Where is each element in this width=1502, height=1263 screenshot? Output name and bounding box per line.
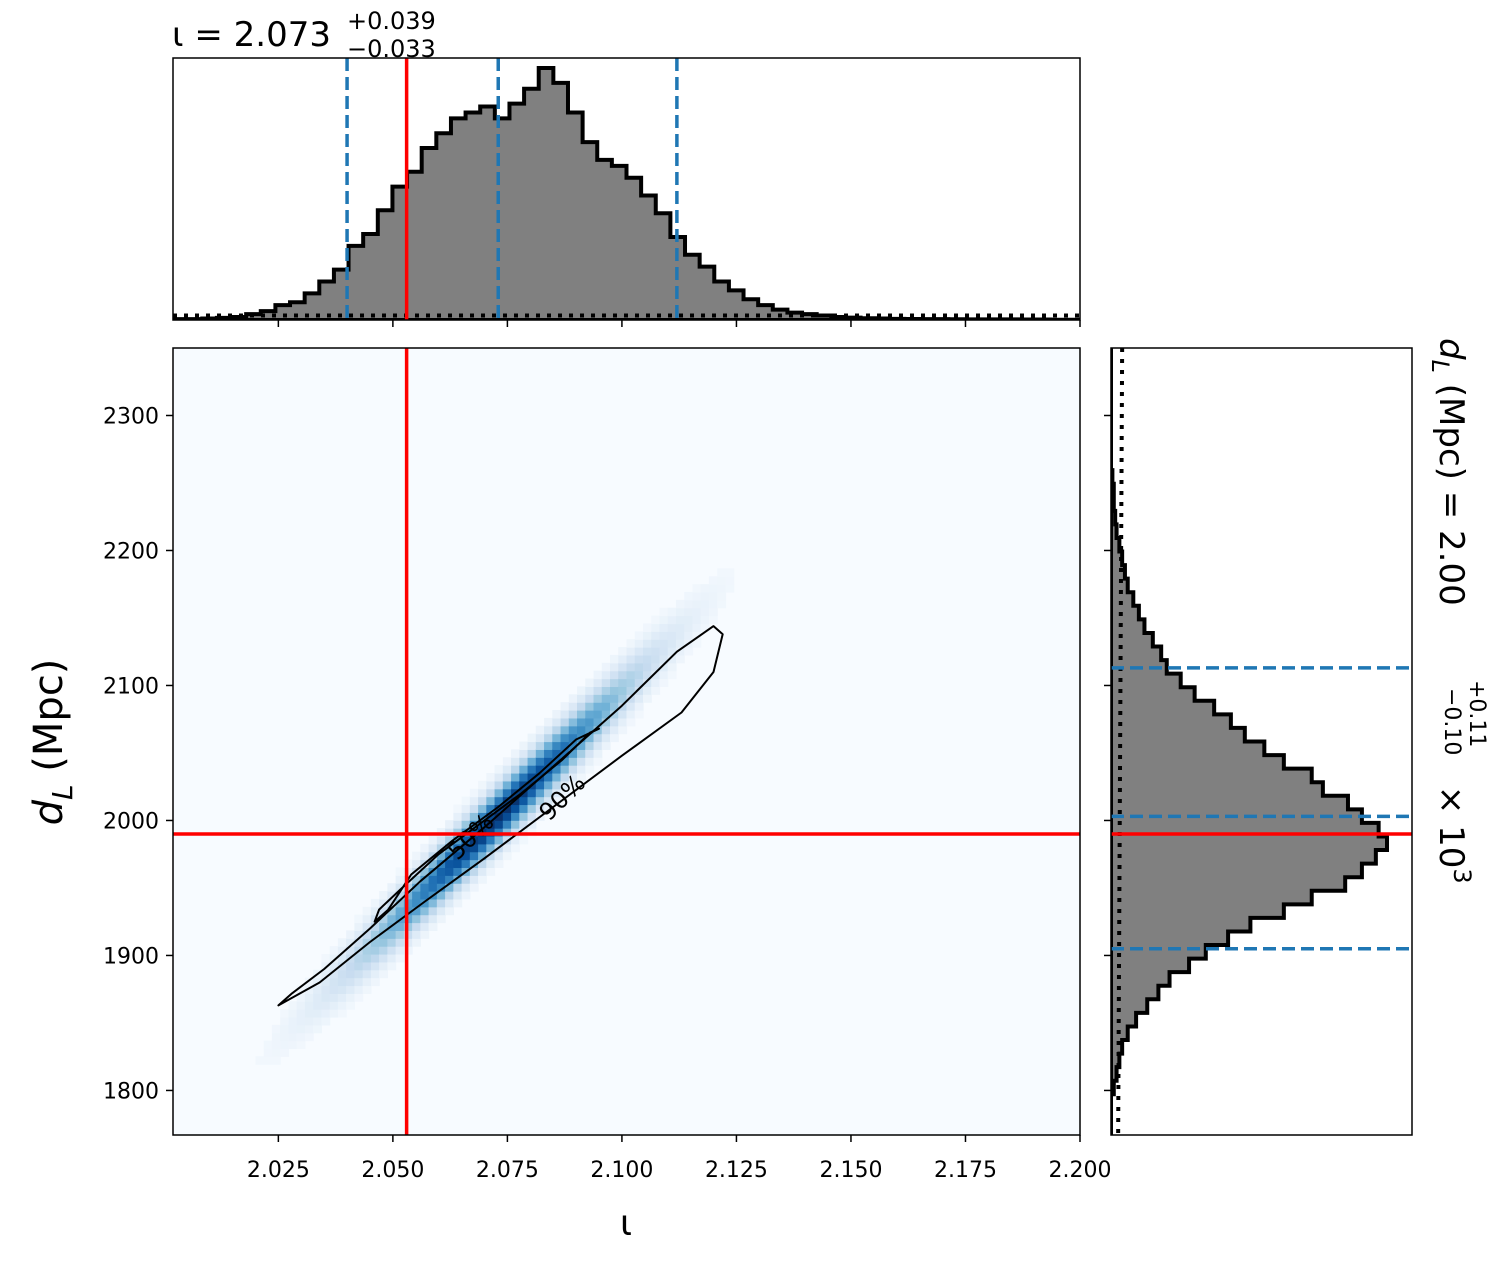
x-tick-label-4: 2.125 [705, 1158, 768, 1183]
iota-dL-joint-panel: 50%90% 2.025 2.050 2.075 2.100 2.125 2.150 2.1… [26, 347, 1112, 1244]
iota-histogram-bars [173, 66, 1080, 320]
joint-frame [172, 347, 1081, 1136]
x-tick-label-0: 2.025 [247, 1158, 310, 1183]
x-tick-label-7: 2.200 [1049, 1158, 1112, 1183]
y-tick-label-5: 2300 [103, 404, 159, 429]
joint-x-axis-label: ι [620, 1203, 632, 1244]
dL-title-upper: +0.11 [1464, 680, 1489, 747]
y-tick-label-4: 2200 [103, 539, 159, 564]
x-tick-label-1: 2.050 [361, 1158, 424, 1183]
dL-title-multiplier: × 103 [1431, 775, 1476, 884]
iota-marginal-plot-area [173, 58, 1080, 320]
iota-title-symbol: ι [172, 15, 184, 55]
y-tick-label-0: 1800 [103, 1079, 159, 1104]
x-tick-label-6: 2.175 [934, 1158, 997, 1183]
dL-marginal-title: dL (Mpc) = 2.00 [1426, 338, 1471, 606]
y-tick-label-2: 2000 [103, 809, 159, 834]
x-tick-label-3: 2.100 [590, 1158, 653, 1183]
dL-title-lower: −0.10 [1439, 688, 1464, 755]
dL-title-symbol: d [1431, 338, 1471, 360]
contour-90pct [277, 625, 724, 1007]
joint-y-axis-label: dL (Mpc) [26, 659, 79, 826]
iota-title-upper: +0.039 [347, 7, 436, 35]
dL-title-subscript: L [1426, 360, 1454, 373]
iota-marginal-frame [172, 57, 1081, 321]
dL-title-value: (Mpc) = 2.00 [1431, 373, 1471, 606]
iota-title-lower: −0.033 [347, 35, 436, 63]
iota-marginal-panel: ι = 2.073 +0.039 −0.033 [172, 7, 1081, 327]
dL-title-exponent: 3 [1448, 868, 1476, 883]
iota-title-median: 2.073 [234, 15, 331, 55]
dL-marginal-panel: dL (Mpc) = 2.00 +0.11 −0.10 × 103 [1104, 338, 1489, 1136]
iota-marginal-ticks [277, 320, 1081, 327]
joint-density-heatmap [255, 568, 735, 1065]
joint-y-ticks: 1800 1900 2000 2100 2200 2300 [103, 404, 173, 1104]
dL-marginal-plot-area [1111, 348, 1412, 1135]
iota-marginal-title: ι = 2.073 [172, 15, 331, 55]
x-tick-label-2: 2.075 [476, 1158, 539, 1183]
joint-x-ticks: 2.025 2.050 2.075 2.100 2.125 2.150 2.175 2.200 [247, 1135, 1112, 1183]
y-label-unit: (Mpc) [26, 659, 72, 785]
dL-marginal-frame [1110, 347, 1413, 1136]
y-label-symbol: d [26, 799, 72, 825]
y-tick-label-3: 2100 [103, 674, 159, 699]
iota-title-eq: = [184, 15, 234, 55]
dL-title-mult: × 10 [1431, 775, 1471, 868]
y-label-subscript: L [46, 784, 79, 800]
y-tick-label-1: 1900 [103, 944, 159, 969]
joint-plot-area: 50%90% [173, 348, 1080, 1135]
dL-histogram-bars [1111, 348, 1389, 1135]
dL-marginal-ticks [1104, 414, 1111, 1092]
x-tick-label-5: 2.150 [819, 1158, 882, 1183]
